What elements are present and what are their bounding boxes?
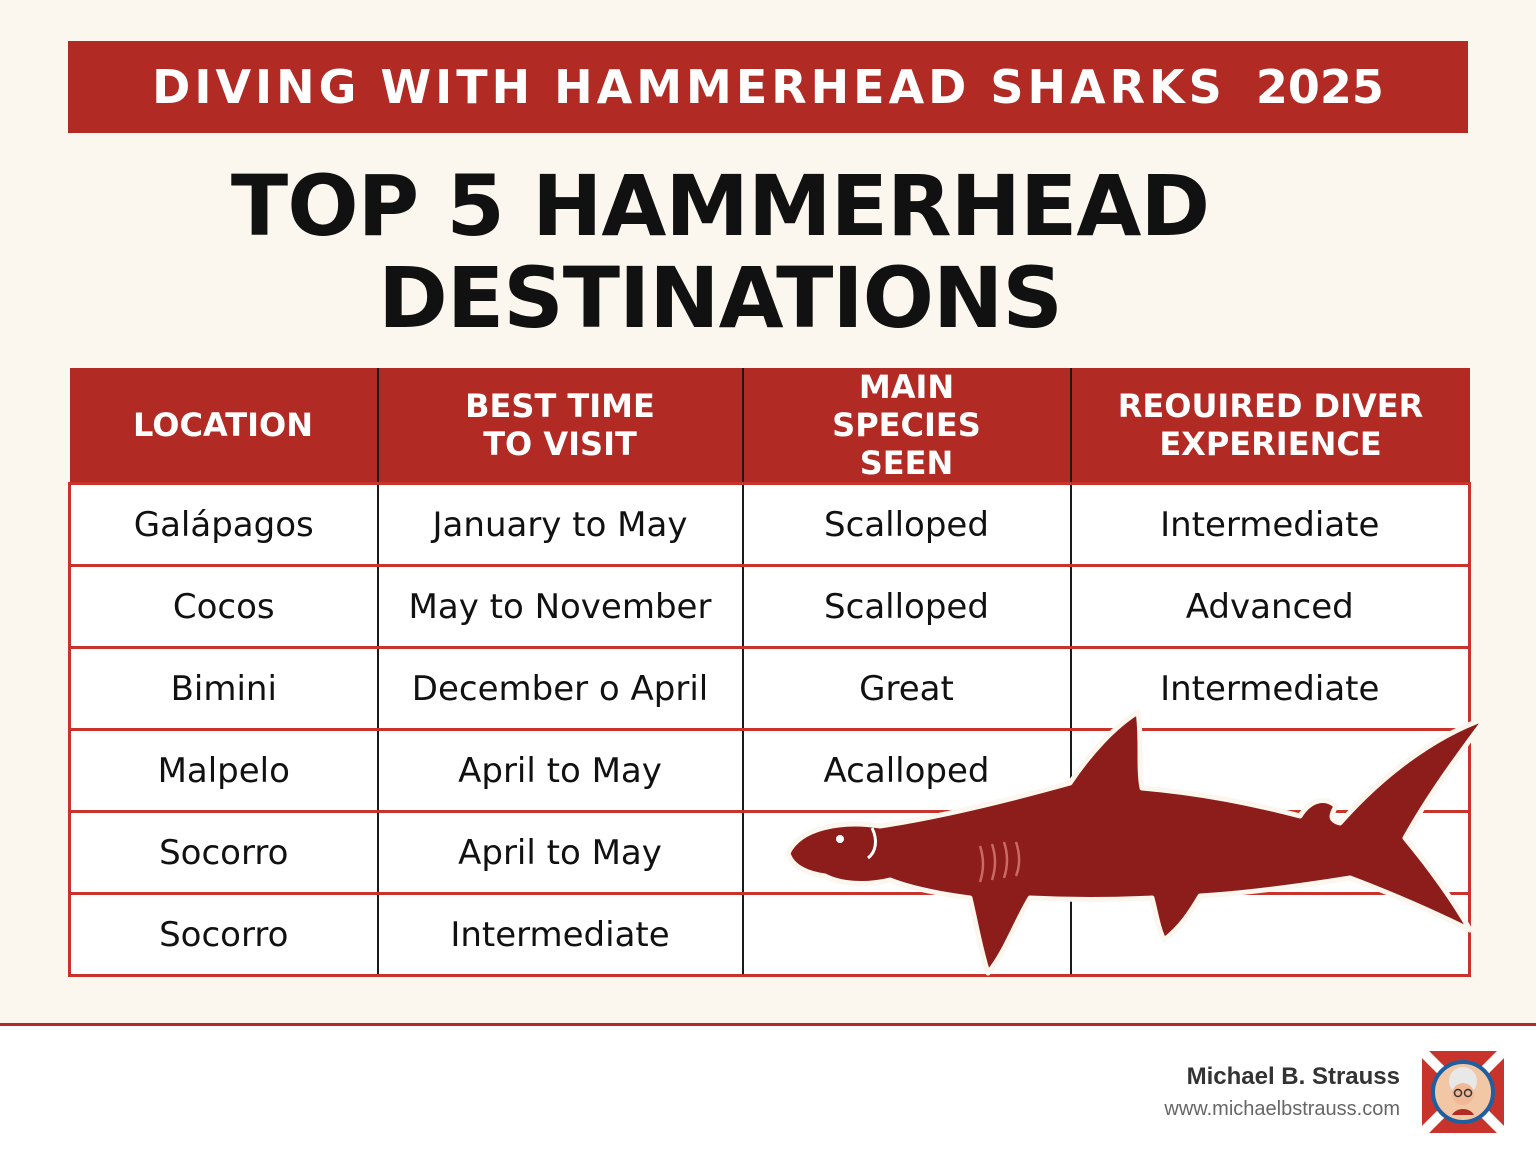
page-title-line-2: DESTINATIONS [378,249,1063,347]
cell-location: Galápagos [68,482,378,566]
header-location: LOCATION [69,368,378,484]
page-title: TOP 5 HAMMERHEAD DESTINATIONS [0,160,1440,344]
cell-best-time: January to May [376,482,743,566]
table-row: Malpelo April to May Acalloped [68,728,1471,812]
header-main-species: MAIN SPECIES SEEN [741,368,1071,484]
footer [0,1026,1536,1154]
banner-year: 2025 [1255,60,1384,114]
author-name: Michael B. Strauss [1186,1063,1400,1090]
table-row: Bimini December o April Great Intermedia… [68,646,1471,730]
table-row: Cocos May to November Scalloped Advanced [68,564,1471,648]
banner-title: DIVING WITH HAMMERHEAD SHARKS [152,60,1226,114]
cell-species: Scalloped [741,564,1071,648]
cell-location: Socorro [68,810,378,894]
hammerhead-shark-icon [785,709,1489,976]
cell-species: Great [741,646,1071,730]
cell-best-time: May to November [376,564,743,648]
table-header-row: LOCATION BEST TIME TO VISIT MAIN SPECIES… [69,368,1470,484]
cell-best-time: December o April [376,646,743,730]
cell-experience [1069,892,1471,977]
cell-location: Socorro [68,892,378,977]
footer-divider [0,1023,1536,1026]
cell-experience: Intermediate [1069,482,1471,566]
cell-experience: Advanced [1069,564,1471,648]
cell-location: Bimini [68,646,378,730]
author-logo-icon [1422,1051,1504,1133]
cell-best-time: April to May [376,810,743,894]
cell-best-time: Intermediate [376,892,743,977]
cell-location: Malpelo [68,728,378,812]
table-row: Socorro Intermediate [68,892,1471,977]
cell-species: Acalloped [741,728,1071,812]
cell-location: Cocos [68,564,378,648]
table-row: Galápagos January to May Scalloped Inter… [68,482,1471,566]
page-title-line-1: TOP 5 HAMMERHEAD [230,157,1210,255]
cell-species: Scalloped [741,482,1071,566]
header-best-time: BEST TIME TO VISIT [376,368,743,484]
header-diver-experience: REOUIRED DIVER EXPERIENCE [1069,368,1470,484]
top-banner: DIVING WITH HAMMERHEAD SHARKS 2025 [68,41,1468,133]
cell-best-time: April to May [376,728,743,812]
author-website[interactable]: www.michaelbstrauss.com [1164,1098,1400,1120]
cell-species [741,892,1071,977]
